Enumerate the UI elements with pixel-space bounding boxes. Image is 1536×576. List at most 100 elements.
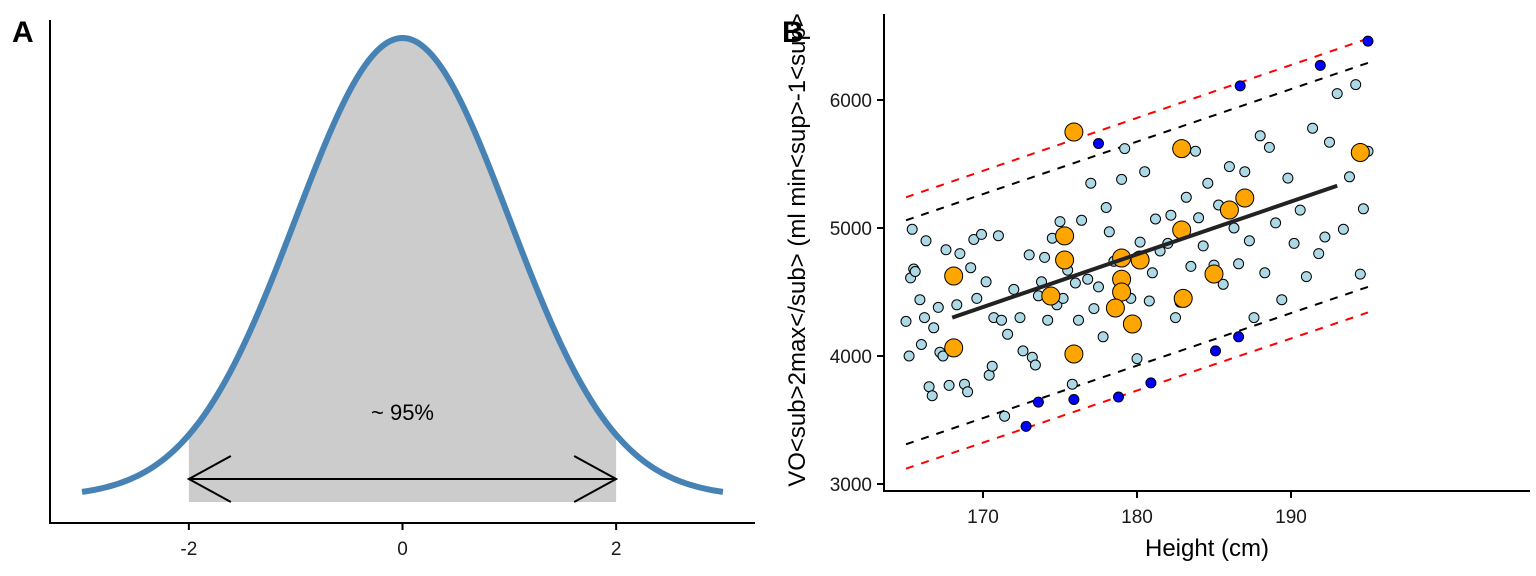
point-sample — [1093, 281, 1104, 293]
point-sample — [1100, 202, 1112, 213]
point-sample — [926, 390, 938, 402]
point-outliers — [1362, 35, 1374, 47]
point-highlighted — [1112, 282, 1132, 302]
y-tick-label: 6000 — [830, 91, 872, 112]
point-sample — [909, 266, 921, 277]
x-tick-label: 170 — [967, 507, 999, 528]
point-highlighted — [1219, 200, 1239, 220]
point-sample — [1097, 331, 1109, 343]
point-sample — [903, 350, 915, 362]
point-sample — [1039, 251, 1051, 263]
point-sample — [1254, 130, 1266, 142]
point-highlighted — [1064, 344, 1084, 364]
x-tick-label: 190 — [1275, 507, 1307, 528]
point-sample — [954, 248, 966, 260]
point-sample — [1185, 260, 1197, 272]
point-sample — [1193, 212, 1205, 224]
point-sample — [906, 223, 918, 235]
point-outliers — [1233, 331, 1245, 343]
point-sample — [1350, 79, 1362, 91]
point-sample — [1331, 88, 1343, 100]
point-sample — [920, 235, 932, 247]
point-highlighted — [1350, 143, 1370, 162]
panel-b: 3000 4000 5000 6000 170 180 190 Height (cm) V… — [782, 13, 1530, 562]
y-tick-label: 3000 — [830, 475, 872, 496]
point-outliers — [1145, 377, 1157, 389]
point-highlighted — [1122, 314, 1142, 334]
point-sample — [1002, 328, 1014, 340]
point-sample — [1239, 166, 1251, 178]
point-sample — [1354, 268, 1366, 280]
point-sample — [1228, 222, 1240, 234]
point-sample — [1085, 177, 1097, 189]
panel-a-annotation: ~ 95% — [371, 400, 434, 425]
point-sample — [968, 234, 980, 245]
point-sample — [1197, 240, 1209, 252]
point-sample — [1014, 312, 1026, 324]
point-sample — [1288, 237, 1300, 249]
panel-b-prediction-bands — [905, 37, 1369, 470]
point-sample — [1119, 143, 1131, 155]
point-highlighted — [1172, 139, 1192, 159]
arrow-head-right — [573, 455, 619, 503]
point-sample — [1263, 141, 1275, 153]
point-outliers — [1093, 138, 1104, 149]
outer-band-lower — [905, 311, 1369, 470]
point-sample — [1170, 312, 1181, 324]
inner-band-upper — [905, 61, 1369, 222]
point-sample — [1324, 136, 1335, 148]
point-outliers — [1113, 391, 1124, 403]
point-sample — [1017, 345, 1029, 357]
point-highlighted — [944, 338, 964, 358]
point-sample — [1276, 294, 1288, 306]
point-sample — [1069, 277, 1081, 289]
point-sample — [1103, 226, 1115, 238]
point-sample — [1282, 172, 1294, 184]
panel-b-x-ticks: 170 180 190 — [967, 491, 1307, 528]
point-sample — [915, 339, 927, 350]
panel-a-label: A — [12, 16, 34, 49]
point-sample — [937, 350, 949, 362]
panel-a: A ~ 95% -2 0 2 — [12, 16, 755, 560]
point-sample — [1344, 171, 1355, 183]
point-highlighted — [944, 266, 964, 286]
point-sample — [980, 276, 992, 288]
outer-band-upper — [905, 37, 1369, 199]
point-outliers — [1314, 59, 1326, 71]
point-sample — [1139, 166, 1151, 178]
point-sample — [1116, 173, 1128, 185]
point-sample — [983, 369, 995, 381]
point-sample — [1054, 216, 1066, 228]
point-sample — [965, 262, 977, 274]
point-sample — [976, 228, 987, 240]
point-sample — [1029, 359, 1041, 371]
point-sample — [1300, 271, 1312, 283]
point-sample — [1146, 267, 1158, 279]
point-sample — [940, 244, 952, 256]
y-tick-label: 5000 — [830, 219, 872, 240]
point-sample — [962, 386, 974, 398]
point-sample — [986, 360, 998, 372]
point-highlighted — [1105, 298, 1125, 318]
point-highlighted — [1173, 288, 1193, 308]
point-sample — [996, 314, 1007, 326]
point-highlighted — [1204, 264, 1224, 284]
point-sample — [919, 312, 930, 324]
point-sample — [1223, 161, 1235, 173]
point-highlighted — [1064, 122, 1084, 142]
point-sample — [1319, 231, 1331, 243]
point-sample — [1088, 303, 1100, 315]
point-sample — [1202, 177, 1214, 189]
panel-b-y-axis-title: VO<sub>2max</sub> (ml min<sup>-1<sup> — [784, 13, 811, 487]
y-tick-label: 4000 — [830, 347, 872, 368]
point-highlighted — [1055, 250, 1075, 270]
panel-a-arrow — [186, 455, 619, 503]
point-sample — [943, 379, 955, 391]
point-sample — [1073, 314, 1084, 326]
panel-b-fit-line — [951, 183, 1338, 320]
x-tick-label: 180 — [1121, 507, 1153, 528]
point-sample — [992, 230, 1004, 242]
panel-a-density-curve — [81, 35, 724, 495]
point-sample — [928, 322, 940, 334]
